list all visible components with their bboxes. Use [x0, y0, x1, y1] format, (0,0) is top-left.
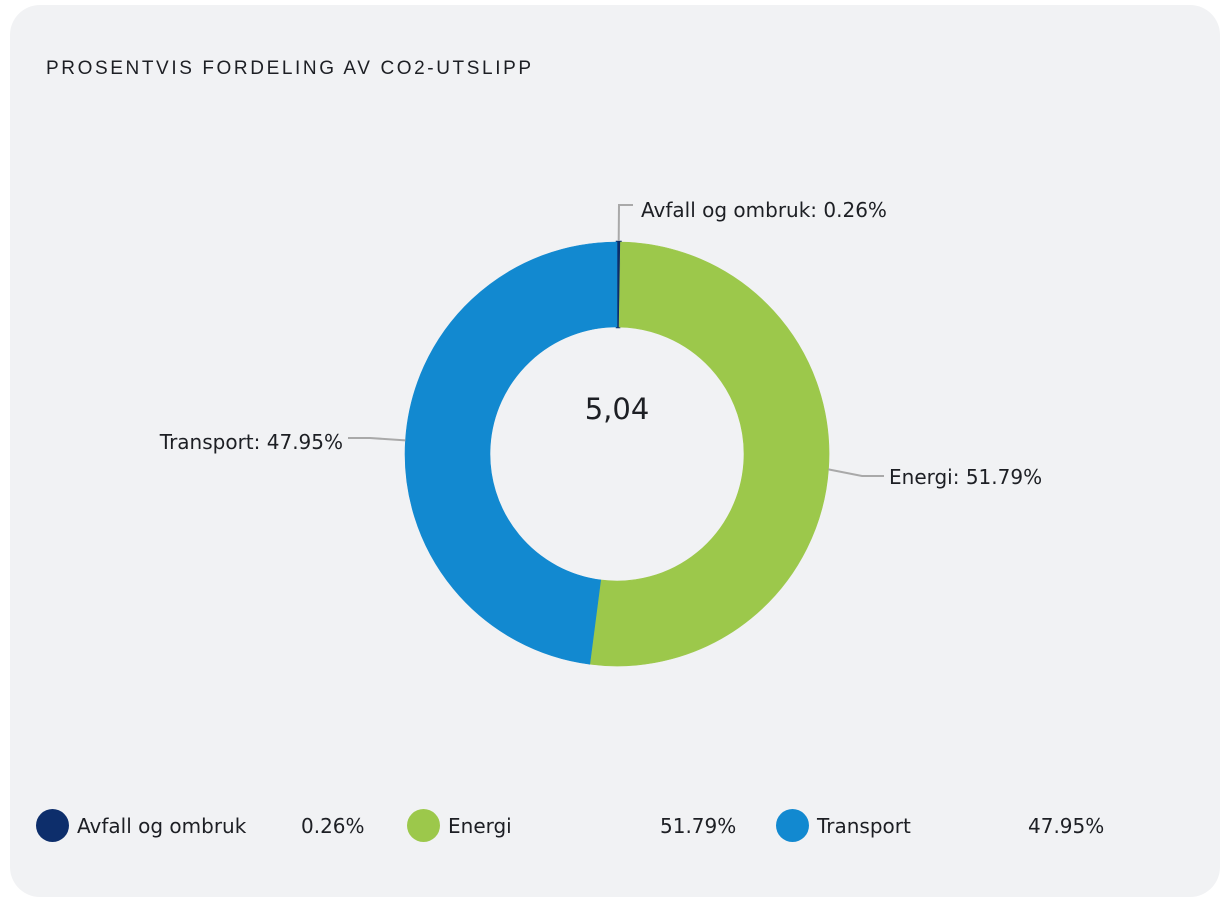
- donut-slice-energi[interactable]: [589, 241, 830, 667]
- slice-leader-lines: [348, 204, 884, 477]
- chart-card: PROSENTVIS FORDELING AV CO2-UTSLIPP: [10, 5, 1220, 897]
- leader-line: [828, 468, 884, 477]
- chart-legend: Avfall og ombruk 0.26% Energi 51.79% Tra…: [36, 809, 1146, 843]
- legend-value: 47.95%: [1028, 814, 1105, 838]
- donut-slice-transport[interactable]: [404, 241, 618, 665]
- leader-line: [617, 204, 633, 242]
- donut-slices: [404, 240, 830, 667]
- slice-data-label: Avfall og ombruk: 0.26%: [641, 198, 887, 222]
- chart-title: PROSENTVIS FORDELING AV CO2-UTSLIPP: [46, 58, 534, 79]
- legend-label: Energi: [448, 814, 512, 838]
- legend-label: Transport: [817, 814, 911, 838]
- legend-swatch: [36, 809, 69, 842]
- legend-value: 51.79%: [660, 814, 737, 838]
- leader-line: [348, 437, 406, 442]
- slice-data-label: Energi: 51.79%: [889, 465, 1042, 489]
- slice-data-label: Transport: 47.95%: [159, 430, 343, 454]
- legend-swatch: [407, 809, 440, 842]
- legend-value: 0.26%: [301, 814, 365, 838]
- legend-swatch: [776, 809, 809, 842]
- slice-data-labels: Avfall og ombruk: 0.26% Energi: 51.79% Tra…: [159, 198, 1042, 489]
- legend-label: Avfall og ombruk: [77, 814, 247, 838]
- donut-center-value: 5,04: [585, 392, 650, 426]
